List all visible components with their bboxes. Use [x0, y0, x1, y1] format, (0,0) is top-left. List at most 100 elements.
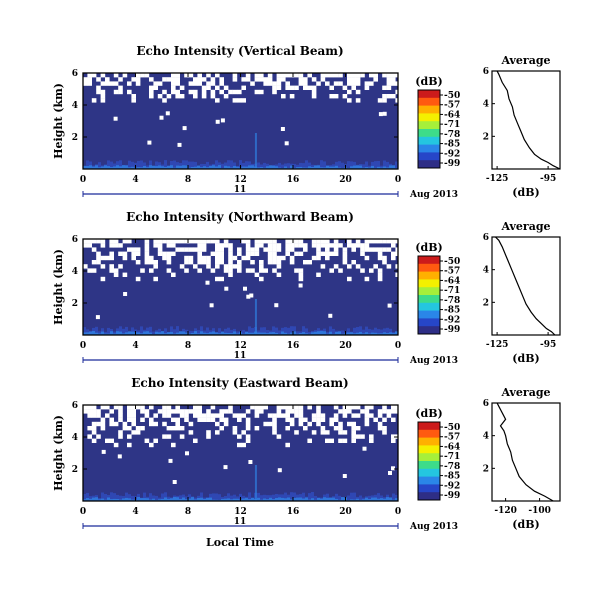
panel-3-average-title: Average: [500, 386, 550, 399]
panel-2-colorbar-tick-label: -71: [444, 286, 460, 296]
panel-3-date-label: Aug 2013: [409, 522, 458, 532]
panel-1-echo-band: [83, 133, 398, 169]
panel-2-title: Echo Intensity (Northward Beam): [126, 210, 354, 224]
panel-2-y-tick-label: 2: [72, 299, 78, 309]
panel-2-colorbar-segment: [418, 302, 440, 311]
panel-1-colorbar-tick-label: -99: [444, 159, 460, 169]
panel-2-colorbar-label: (dB): [415, 241, 442, 254]
panel-1-colorbar-segment: [418, 144, 440, 153]
panel-1-colorbar-frame: [417, 89, 441, 169]
panel-1-average-y-tick-label: 4: [483, 100, 489, 110]
panel-2-colorbar-segment: [418, 318, 440, 327]
panel-3-colorbar-tick-label: -85: [444, 472, 460, 482]
panel-3-colorbar-segment: [418, 484, 440, 493]
panel-1-x-tick-label: 20: [339, 175, 352, 185]
panel-2-x-tick-label: 12: [234, 341, 247, 351]
panel-3-date-day: 11: [234, 517, 247, 527]
panel-2-average-profile-line: [494, 236, 556, 336]
panel-2-y-label: Height (km): [52, 249, 65, 325]
panel-2-x-tick-label: 0: [80, 341, 86, 351]
panel-3-average-profile-line: [496, 402, 554, 502]
panel-1-colorbar-segment: [418, 121, 440, 130]
panel-2-colorbar-tick-label: -64: [444, 276, 460, 286]
panel-3-average-y-tick-label: 6: [483, 399, 489, 409]
panel-3-colorbar-segment: [418, 429, 440, 438]
panel-3-colorbar-tick-label: -64: [444, 442, 460, 452]
panel-2-colorbar-tick-label: -99: [444, 325, 460, 335]
panel-1-y-label: Height (km): [52, 83, 65, 159]
panel-1-colorbar-segment: [418, 129, 440, 138]
panel-2-x-tick-label: 0: [395, 341, 401, 351]
panel-3-x-tick-label: 12: [234, 507, 247, 517]
panel-1-y-tick-label: 4: [72, 101, 78, 111]
panel-2-echo-band: [83, 299, 398, 335]
panel-2-colorbar-segment: [418, 271, 440, 280]
panel-1-x-tick-label: 16: [287, 175, 300, 185]
panel-3-colorbar-tick-label: -99: [444, 491, 460, 501]
panel-1-colorbar-segment: [418, 152, 440, 161]
panel-1-y-tick-label: 6: [72, 69, 78, 79]
panel-1-x-tick-label: 12: [234, 175, 247, 185]
panel-3-colorbar-tick-label: -57: [444, 433, 460, 443]
panel-1-colorbar-tick-label: -50: [444, 91, 460, 101]
panel-3-colorbar-segment: [418, 445, 440, 454]
panel-2-average-y-tick-label: 4: [483, 266, 489, 276]
panel-1-average-x-tick-label: -95: [540, 174, 556, 184]
panel-3-title: Echo Intensity (Eastward Beam): [131, 376, 348, 390]
panel-2-colorbar-segment: [418, 287, 440, 296]
panel-3-x-label: Local Time: [206, 536, 274, 549]
panel-2-colorbar-segment: [418, 279, 440, 288]
panel-3-colorbar-frame: [417, 421, 441, 501]
panel-1-date-label: Aug 2013: [409, 190, 458, 200]
panel-2-colorbar-tick-label: -50: [444, 257, 460, 267]
panel-3-average-frame: [491, 402, 561, 502]
panel-3-colorbar-segment: [418, 492, 440, 501]
panel-3-y-label: Height (km): [52, 415, 65, 491]
panel-1-average-frame: [491, 70, 561, 170]
panel-3-echo-band: [83, 465, 398, 501]
panel-3-x-tick-label: 20: [339, 507, 352, 517]
panel-1-colorbar-tick-label: -64: [444, 110, 460, 120]
panel-2-colorbar-tick-label: -85: [444, 306, 460, 316]
panel-1-average-x-tick-label: -125: [486, 174, 509, 184]
panel-3: Echo Intensity (Eastward Beam) 0 4 8 12 16 20 0…: [52, 376, 561, 549]
panel-3-x-tick-label: 8: [185, 507, 191, 517]
panel-2-average-y-tick-label: 6: [483, 233, 489, 243]
panel-1-colorbar-segment: [418, 113, 440, 122]
panel-2-date-label: Aug 2013: [409, 356, 458, 366]
panel-3-colorbar-label: (dB): [415, 407, 442, 420]
panel-3-colorbar-segment: [418, 476, 440, 485]
panel-3-average-y-tick-label: 4: [483, 432, 489, 442]
panel-2-colorbar-frame: [417, 255, 441, 335]
panel-3-average-y-tick-label: 2: [483, 464, 489, 474]
panel-3-y-tick-label: 6: [72, 401, 78, 411]
panel-2-average-x-tick-label: -125: [486, 340, 509, 350]
panel-1-average-title: Average: [500, 54, 550, 67]
panel-2-y-tick-label: 6: [72, 235, 78, 245]
panel-3-x-tick-label: 16: [287, 507, 300, 517]
panel-1-x-tick-label: 4: [132, 175, 138, 185]
panel-1-colorbar-tick-label: -85: [444, 140, 460, 150]
panel-1-average-x-label: (dB): [512, 186, 539, 199]
panel-1-average-profile-line: [496, 70, 561, 170]
panel-2-colorbar-tick-label: -92: [444, 315, 460, 325]
panel-1-colorbar-segment: [418, 136, 440, 145]
panel-3-colorbar-tick-label: -92: [444, 481, 460, 491]
panel-3-average-x-tick-label: -100: [528, 506, 551, 516]
panel-2: Echo Intensity (Northward Beam)0 4 8 12 16 20…: [52, 210, 561, 366]
panel-2-colorbar-segment: [418, 310, 440, 319]
panel-1: Echo Intensity (Vertical Beam) 0 4 8 12 16 20 0…: [52, 44, 561, 200]
panel-1-colorbar-tick-label: -71: [444, 120, 460, 130]
panel-2-colorbar-segment: [418, 295, 440, 304]
panel-3-colorbar-segment: [418, 468, 440, 477]
panel-1-average-y-tick-label: 6: [483, 67, 489, 77]
panel-2-average-y-tick-label: 2: [483, 298, 489, 308]
panel-3-missing-data: [83, 405, 400, 484]
panel-3-colorbar-segment: [418, 422, 440, 431]
panel-1-colorbar-tick-label: -92: [444, 149, 460, 159]
panel-1-title: Echo Intensity (Vertical Beam): [136, 44, 343, 58]
panel-3-colorbar-tick-label: -78: [444, 462, 460, 472]
panel-1-heatmap-field: [83, 73, 398, 169]
